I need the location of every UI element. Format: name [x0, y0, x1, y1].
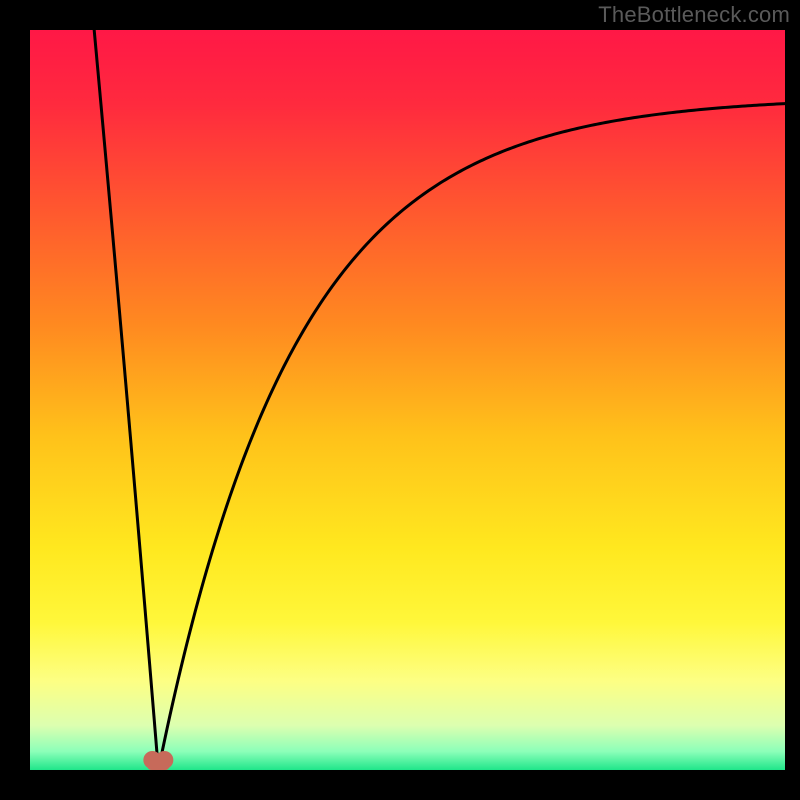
watermark-text: TheBottleneck.com: [598, 2, 790, 28]
border-right: [785, 0, 800, 800]
border-bottom: [0, 770, 800, 800]
chart-container: TheBottleneck.com: [0, 0, 800, 800]
gradient-background: [30, 30, 785, 770]
chart-svg: [0, 0, 800, 800]
border-left: [0, 0, 30, 800]
cusp-marker: [143, 751, 173, 770]
